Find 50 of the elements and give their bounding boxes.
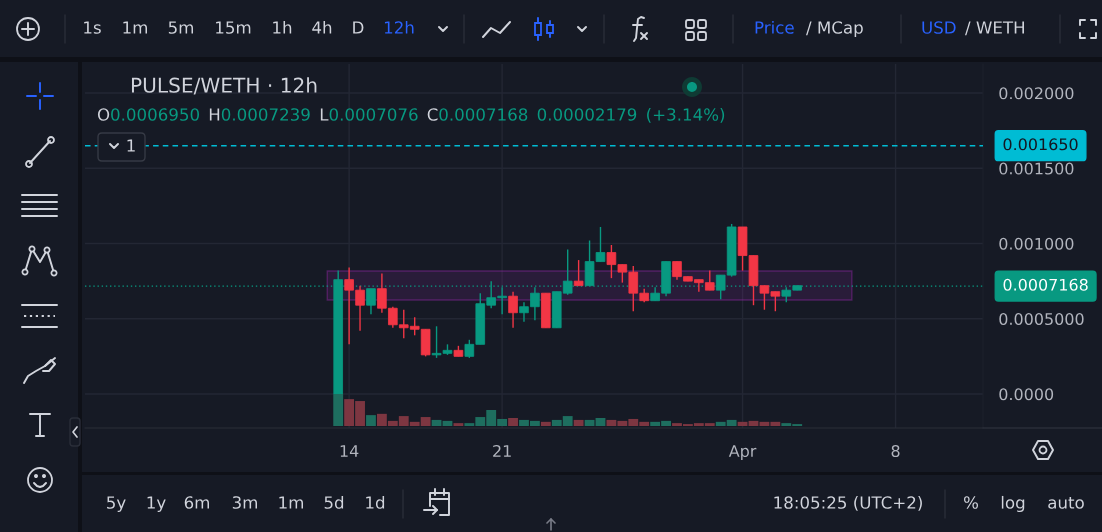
bar <box>333 394 344 426</box>
ref-line-label: 0.001650 <box>1003 138 1078 151</box>
text: 4h <box>312 20 332 34</box>
y-tick-label: 0.0005000 <box>999 312 1084 326</box>
candlestick <box>573 259 584 287</box>
text: 5y <box>107 496 126 513</box>
bar <box>540 421 551 426</box>
bar <box>748 420 759 426</box>
annotation: 1 <box>127 139 135 152</box>
y-tick-label: 0.002000 <box>999 87 1074 100</box>
text: / MCap <box>806 21 863 38</box>
text: 5d <box>324 495 344 509</box>
x-tick-label: 8 <box>891 444 900 458</box>
ref-line-label: 0.0007168 <box>1003 278 1088 291</box>
y-tick-label: 0.001000 <box>999 237 1074 250</box>
bar <box>442 420 453 426</box>
text: 12h <box>384 20 414 34</box>
bar <box>584 419 595 426</box>
bar <box>431 419 442 426</box>
y-tick-label: 0.001500 <box>999 162 1074 175</box>
text: auto <box>1048 496 1084 509</box>
text: 1m <box>279 496 303 509</box>
bar <box>595 418 606 426</box>
text: 15m <box>216 21 251 34</box>
text: 1y <box>147 496 166 513</box>
text: / WETH <box>965 21 1024 36</box>
text: 1d <box>366 495 385 509</box>
text: 1m <box>123 21 147 34</box>
bar <box>573 419 584 426</box>
candlestick <box>508 290 518 329</box>
y-tick-label: 0.0000 <box>999 388 1054 401</box>
text: 1h <box>273 20 292 34</box>
text: 6m <box>184 496 209 509</box>
bar <box>508 418 518 426</box>
text: O0.0006950 H0.0007239 L0.0007076 C0.0007168 0.00002179 (+3.14%) <box>97 107 725 123</box>
bar <box>366 415 376 426</box>
text: % <box>964 496 978 509</box>
x-tick-label: Apr <box>728 445 757 461</box>
text: PULSE/WETH · 12h <box>131 77 317 95</box>
text: log <box>1001 495 1025 513</box>
x-tick-label: 21 <box>493 444 511 457</box>
text: 5m <box>168 21 193 34</box>
text: 1s <box>84 21 101 34</box>
bar <box>453 423 464 426</box>
text: 3m <box>232 496 257 509</box>
text: USD <box>922 21 956 34</box>
text: D <box>353 21 364 34</box>
text: Price <box>755 20 794 34</box>
x-tick-label: 14 <box>340 445 359 457</box>
text: 18:05:25 (UTC+2) <box>774 495 922 511</box>
